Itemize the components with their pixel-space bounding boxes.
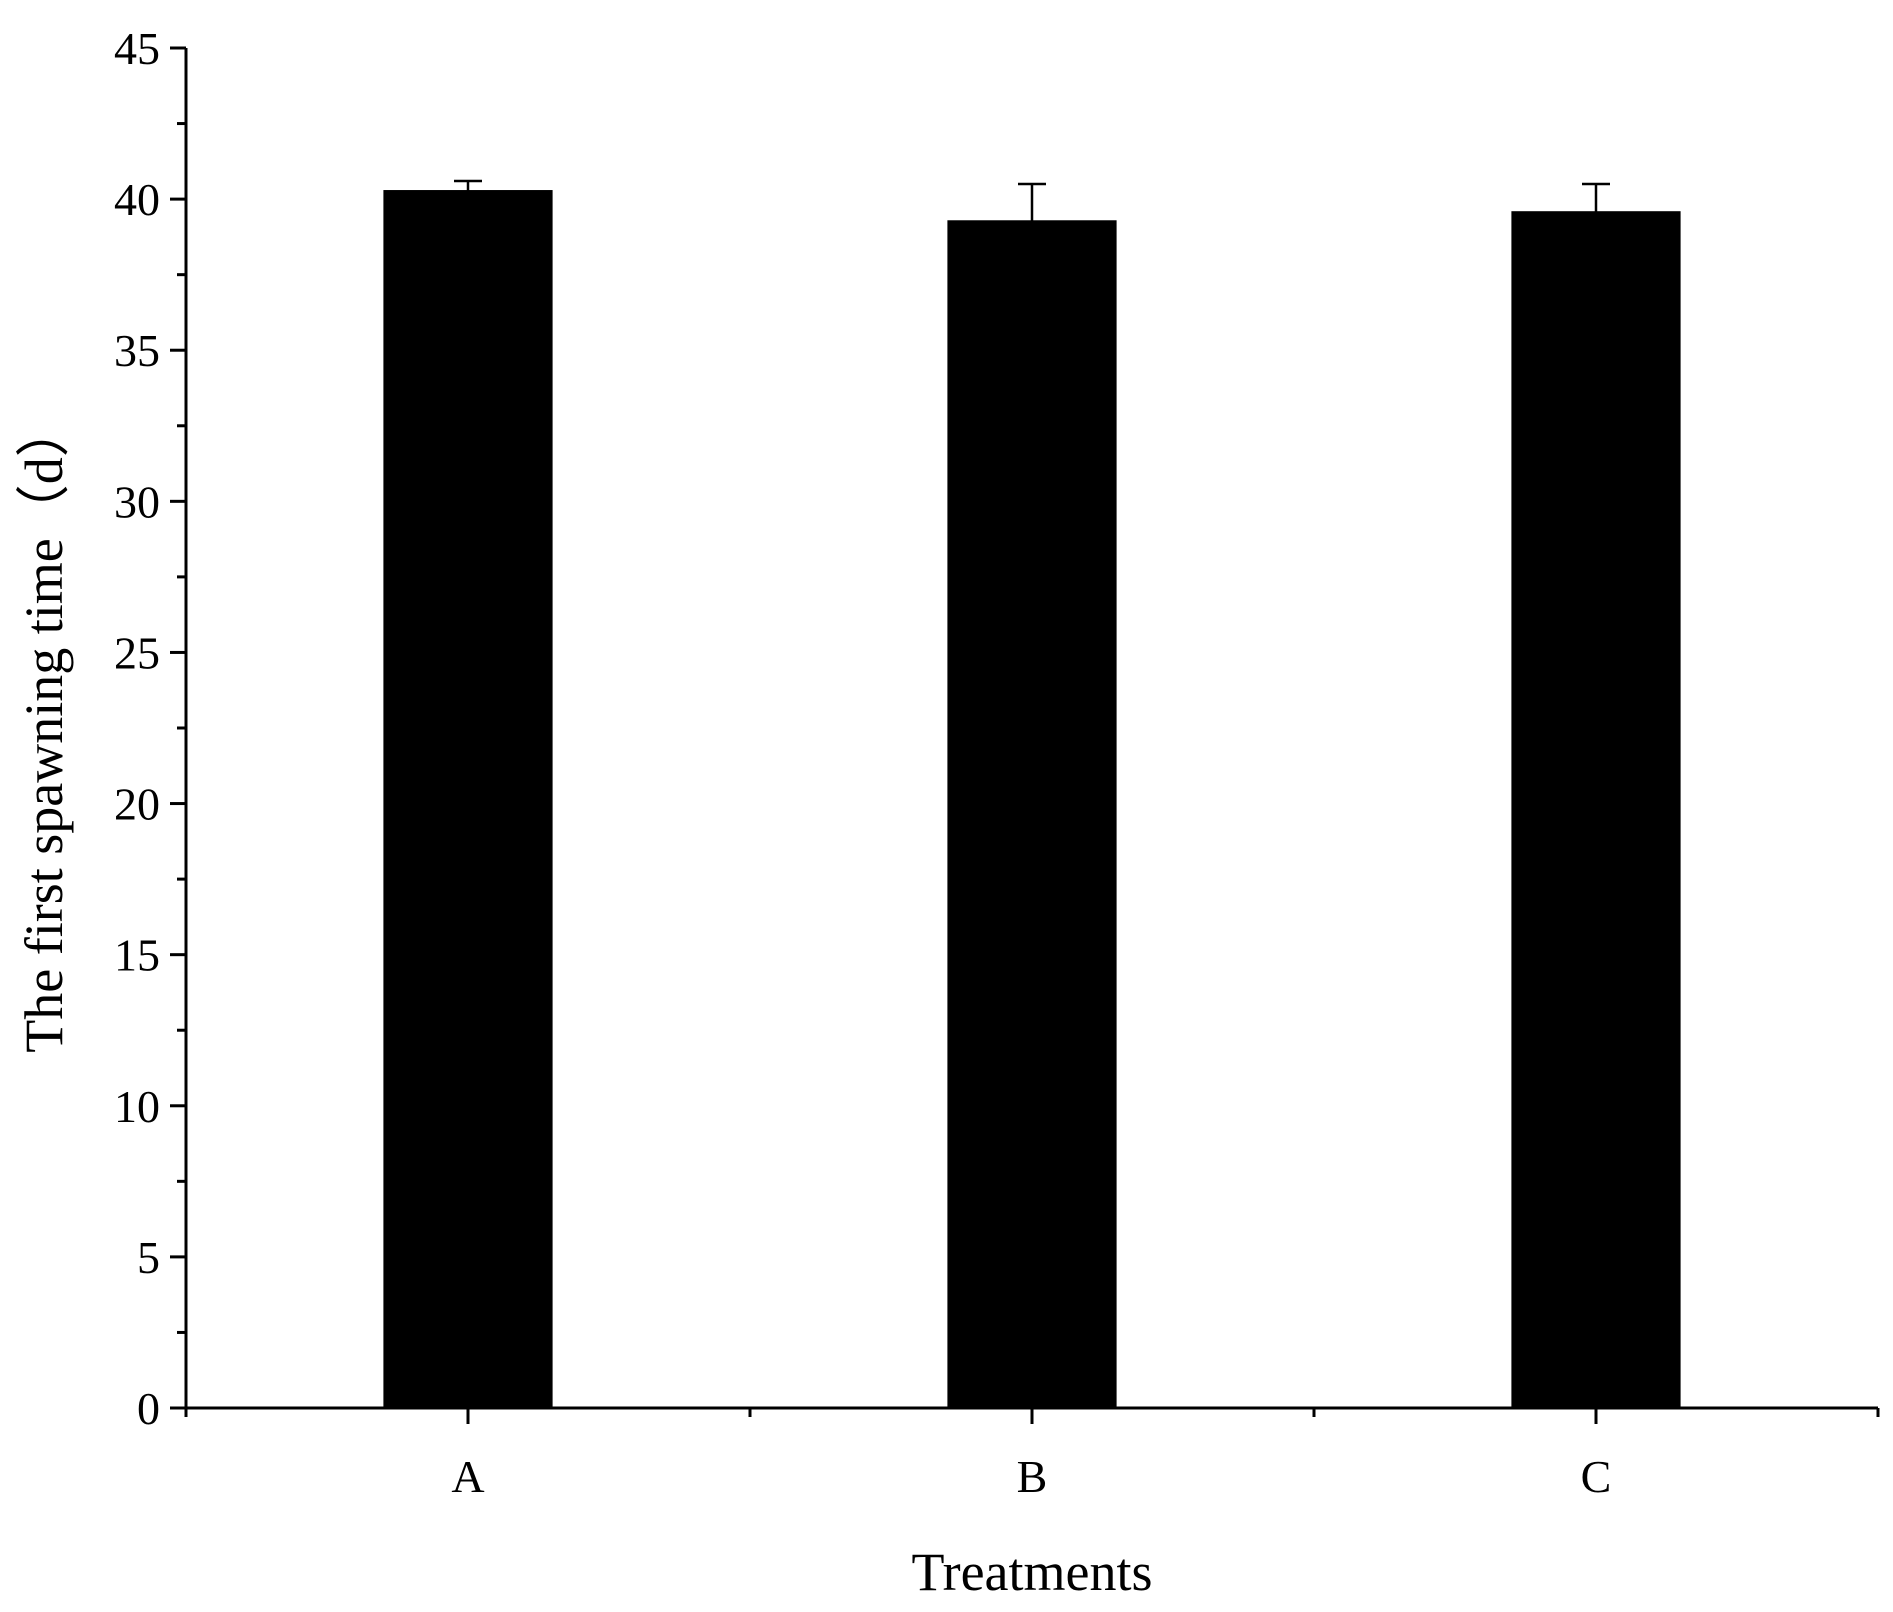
x-axis-title: Treatments: [912, 1542, 1153, 1602]
bar-c: [1511, 211, 1681, 1409]
y-axis-title: The first spawning time（d）: [14, 403, 74, 1052]
y-tick-label: 35: [114, 325, 160, 376]
y-tick-label: 40: [114, 174, 160, 225]
x-ticks: A B C: [184, 1408, 1880, 1502]
y-tick-label: 0: [137, 1383, 160, 1434]
x-tick-label-a: A: [451, 1451, 484, 1502]
y-tick-label: 25: [114, 627, 160, 678]
x-tick-label-c: C: [1581, 1451, 1612, 1502]
y-tick-label: 15: [114, 930, 160, 981]
bar-a: [383, 190, 553, 1409]
y-ticks: 0 5 10 15 20 25 30 35 40 45: [114, 23, 186, 1434]
bars-layer: [383, 190, 1681, 1409]
y-tick-label: 10: [114, 1081, 160, 1132]
error-bar-c: [1582, 182, 1610, 242]
y-tick-label: 20: [114, 779, 160, 830]
error-bar-a: [454, 179, 482, 221]
error-bars-layer: [454, 179, 1610, 251]
y-tick-label: 30: [114, 476, 160, 527]
x-tick-label-b: B: [1017, 1451, 1048, 1502]
y-tick-label: 5: [137, 1232, 160, 1283]
bar-b: [947, 220, 1117, 1409]
error-bar-b: [1018, 182, 1046, 251]
y-tick-label: 45: [114, 23, 160, 74]
